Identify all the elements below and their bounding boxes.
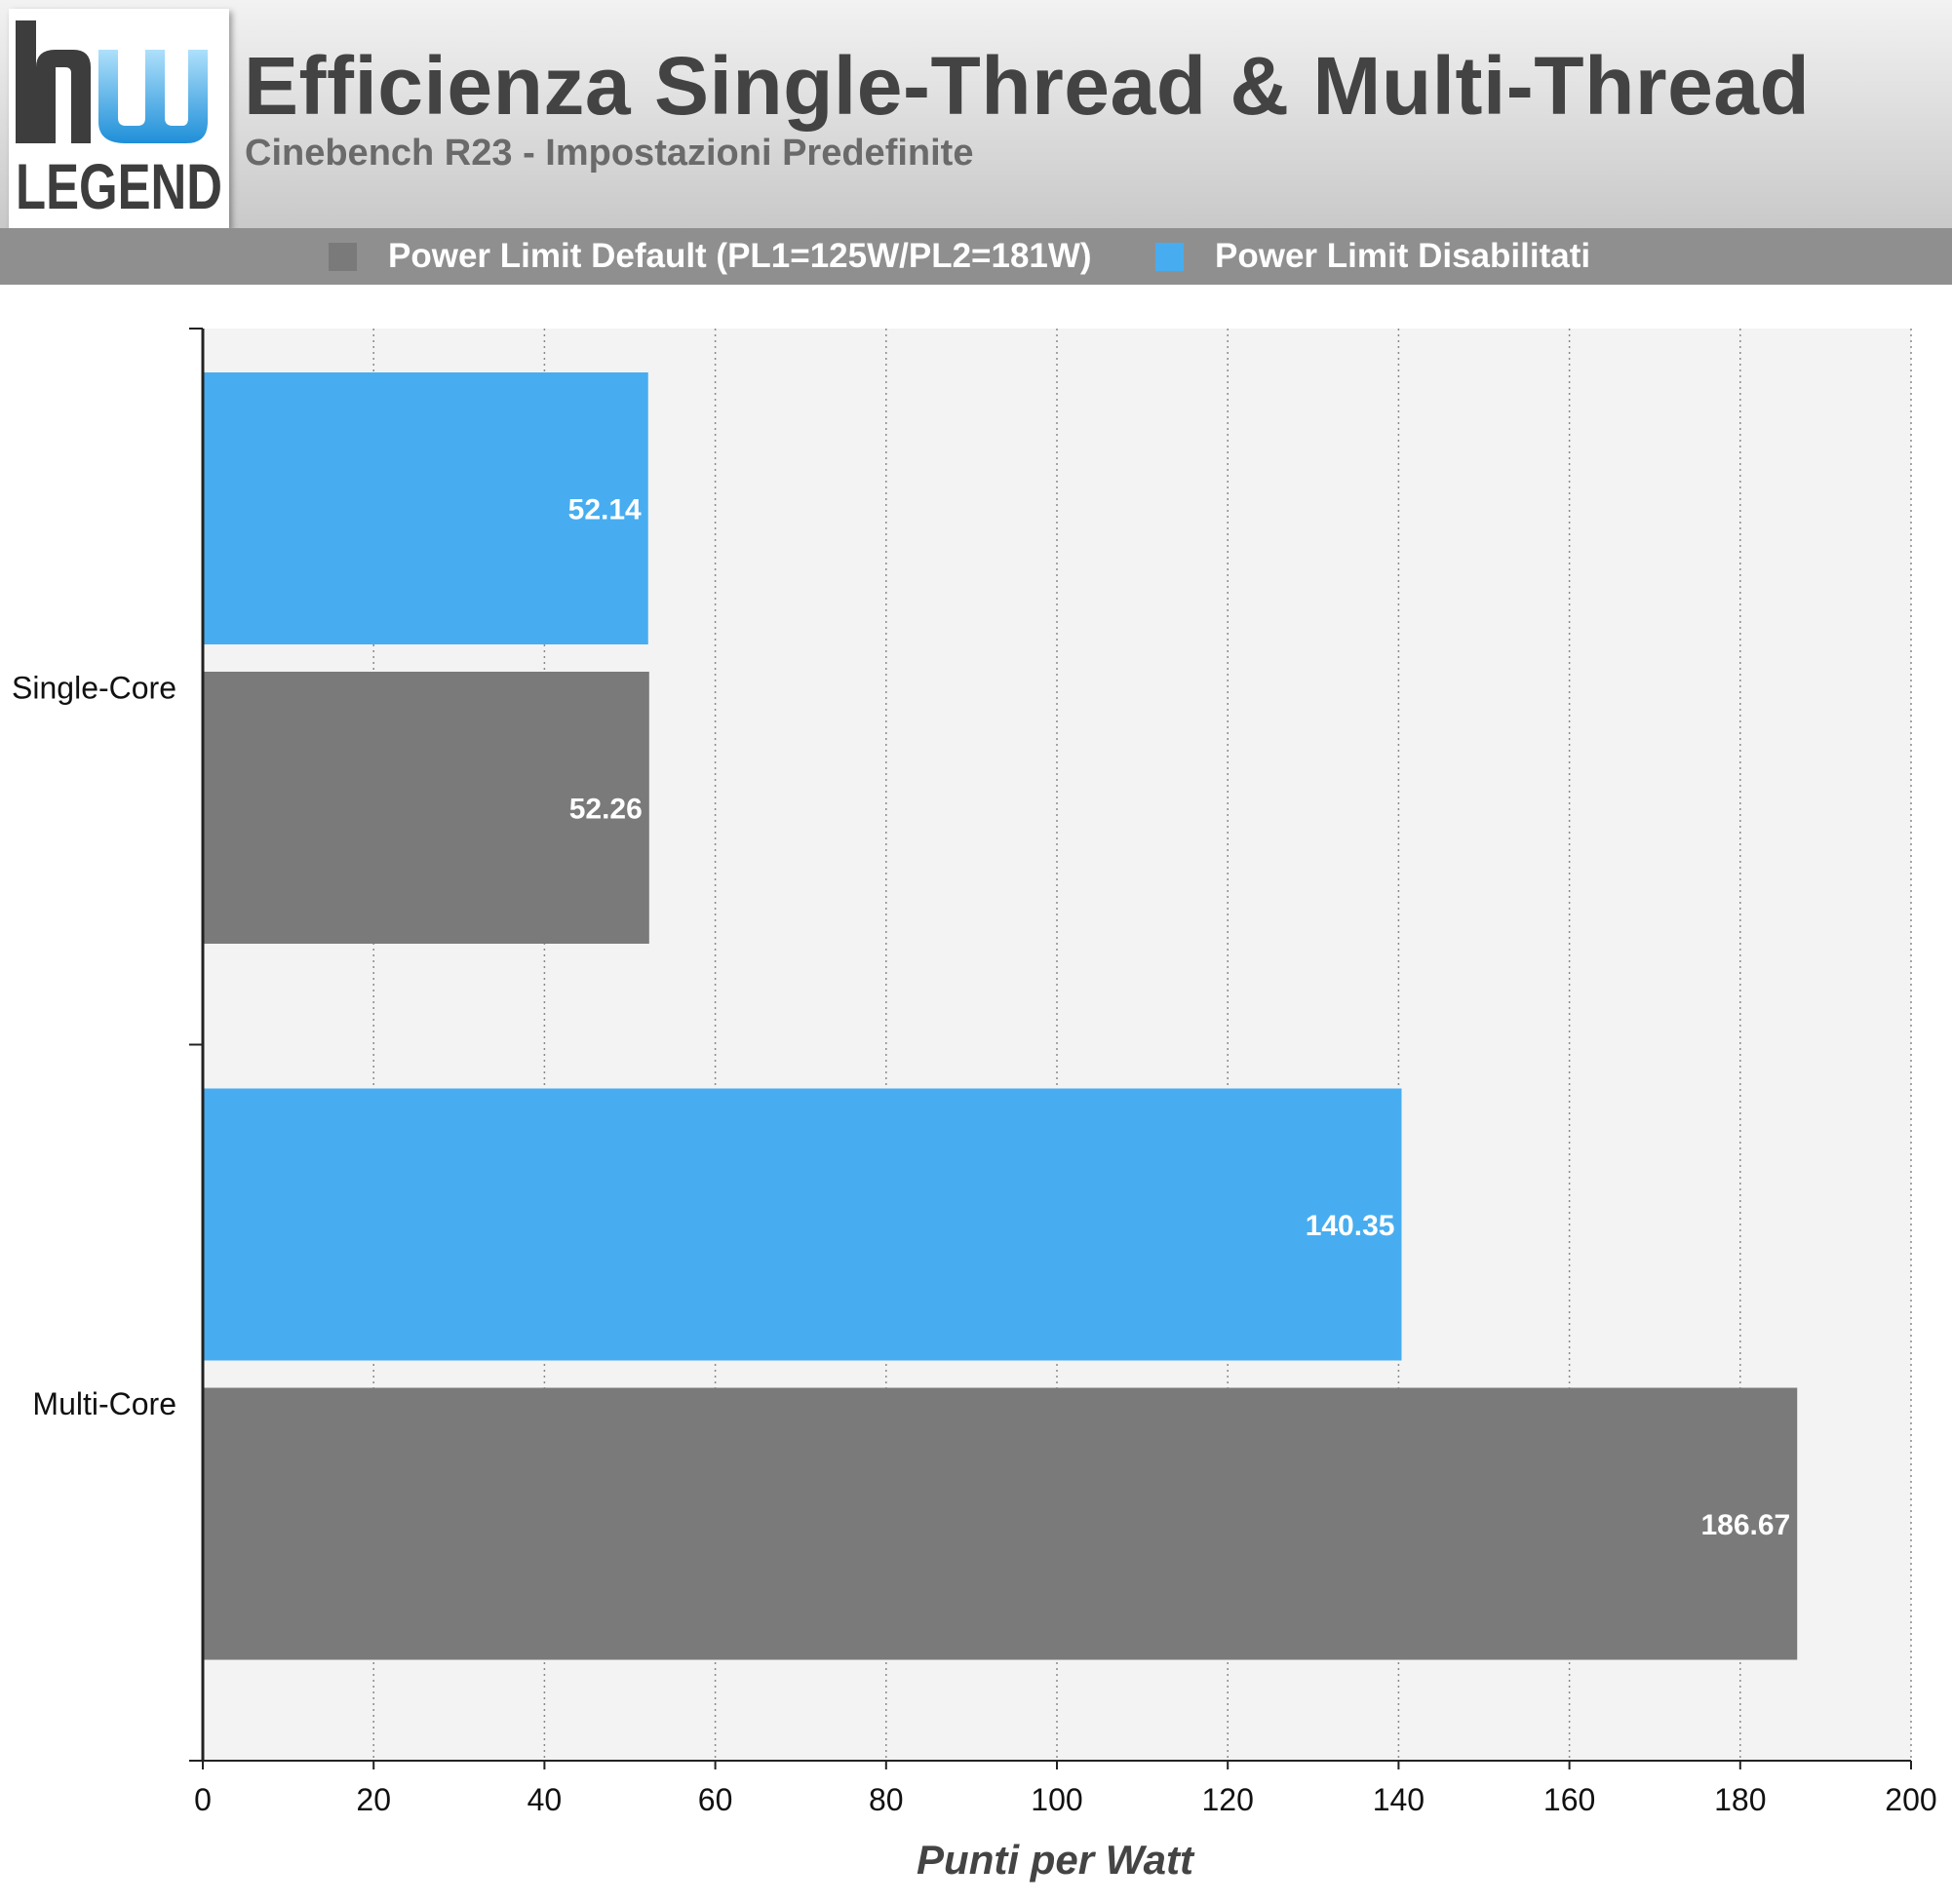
bar (203, 1088, 1402, 1361)
x-tick-label: 100 (1031, 1782, 1082, 1817)
x-tick-label: 40 (527, 1782, 563, 1817)
chart-title: Efficienza Single-Thread & Multi-Thread (244, 40, 1811, 132)
x-tick-label: 80 (869, 1782, 904, 1817)
x-tick-label: 140 (1373, 1782, 1425, 1817)
x-axis-title: Punti per Watt (917, 1837, 1195, 1883)
x-tick-label: 60 (698, 1782, 733, 1817)
hwlegend-logo: LEGEND (9, 9, 229, 229)
logo-text: LEGEND (16, 150, 222, 222)
bar (203, 372, 648, 644)
legend-swatch-default (329, 242, 357, 271)
legend-item-default: Power Limit Default (PL1=125W/PL2=181W) (329, 228, 1092, 285)
legend-swatch-disabled (1155, 242, 1184, 271)
x-tick-label: 180 (1714, 1782, 1766, 1817)
data-label: 52.14 (568, 494, 642, 526)
x-tick-label: 120 (1202, 1782, 1254, 1817)
x-tick-label: 0 (194, 1782, 212, 1817)
legend-label-default: Power Limit Default (PL1=125W/PL2=181W) (388, 237, 1092, 275)
logo-icon: LEGEND (16, 20, 222, 222)
x-tick-label: 200 (1885, 1782, 1936, 1817)
chart-subtitle: Cinebench R23 - Impostazioni Predefinite (245, 133, 974, 174)
bar (203, 672, 649, 944)
legend-bar: Power Limit Default (PL1=125W/PL2=181W) … (0, 228, 1952, 285)
data-label: 186.67 (1700, 1509, 1790, 1541)
x-tick-label: 160 (1543, 1782, 1595, 1817)
data-label: 52.26 (569, 794, 643, 826)
legend-item-disabled: Power Limit Disabilitati (1155, 228, 1590, 285)
chart-header (0, 0, 1952, 228)
category-label: Multi-Core (32, 1386, 176, 1421)
legend-label-disabled: Power Limit Disabilitati (1215, 237, 1591, 275)
bar (203, 1387, 1798, 1660)
category-label: Single-Core (12, 670, 176, 705)
x-tick-label: 20 (356, 1782, 391, 1817)
data-label: 140.35 (1306, 1210, 1395, 1242)
